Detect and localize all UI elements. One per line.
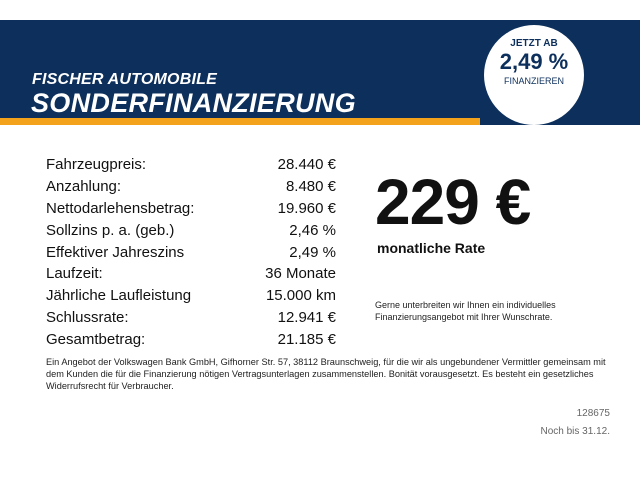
row-value: 12.941 € xyxy=(277,309,336,327)
badge-line-3: FINANZIEREN xyxy=(503,76,564,86)
offer-code: 128675 xyxy=(576,408,610,419)
row-label: Jährliche Laufleistung xyxy=(46,287,192,305)
finance-row: Anzahlung: 8.480 € xyxy=(46,176,336,198)
row-value: 8.480 € xyxy=(285,177,336,195)
dealer-name: FISCHER AUTOMOBILE xyxy=(32,71,217,88)
accent-stripe xyxy=(0,118,480,125)
rate-badge: JETZT AB 2,49 % FINANZIEREN xyxy=(484,25,584,125)
row-value: 2,49 % xyxy=(289,243,336,261)
row-value: 15.000 km xyxy=(265,287,336,305)
finance-row: Nettodarlehensbetrag: 19.960 € xyxy=(46,198,336,220)
offer-note: Gerne unterbreiten wir Ihnen ein individ… xyxy=(375,300,556,322)
row-label: Anzahlung: xyxy=(46,177,122,195)
banner-headline: SONDERFINANZIERUNG xyxy=(31,88,356,118)
row-value: 36 Monate xyxy=(265,265,336,283)
row-label: Sollzins p. a. (geb.) xyxy=(46,221,175,239)
finance-row: Fahrzeugpreis: 28.440 € xyxy=(46,154,336,176)
valid-until: Noch bis 31.12. xyxy=(540,426,611,437)
row-label: Fahrzeugpreis: xyxy=(46,156,147,173)
legal-disclaimer: Ein Angebot der Volkswagen Bank GmbH, Gi… xyxy=(46,357,606,391)
monthly-rate-amount: 229 € xyxy=(375,166,531,238)
row-value: 2,46 % xyxy=(289,221,336,239)
finance-row: Jährliche Laufleistung 15.000 km xyxy=(46,285,336,307)
finance-row: Schlussrate: 12.941 € xyxy=(46,307,336,329)
row-value: 28.440 € xyxy=(277,156,336,173)
badge-line-1: JETZT AB xyxy=(510,38,558,49)
row-label: Gesamtbetrag: xyxy=(46,331,146,349)
badge-rate: 2,49 % xyxy=(499,49,569,74)
finance-row: Laufzeit: 36 Monate xyxy=(46,263,336,285)
row-label: Effektiver Jahreszins xyxy=(46,243,185,261)
row-label: Laufzeit: xyxy=(46,265,103,283)
row-label: Nettodarlehensbetrag: xyxy=(46,199,195,217)
row-value: 21.185 € xyxy=(277,331,336,349)
finance-row: Sollzins p. a. (geb.) 2,46 % xyxy=(46,220,336,242)
row-label: Schlussrate: xyxy=(46,309,129,327)
monthly-rate-label: monatliche Rate xyxy=(377,240,486,256)
finance-details: Fahrzeugpreis: 28.440 € Anzahlung: 8.480 €… xyxy=(46,154,336,351)
row-value: 19.960 € xyxy=(277,199,336,217)
finance-row: Gesamtbetrag: 21.185 € xyxy=(46,329,336,351)
finance-row: Effektiver Jahreszins 2,49 % xyxy=(46,242,336,264)
